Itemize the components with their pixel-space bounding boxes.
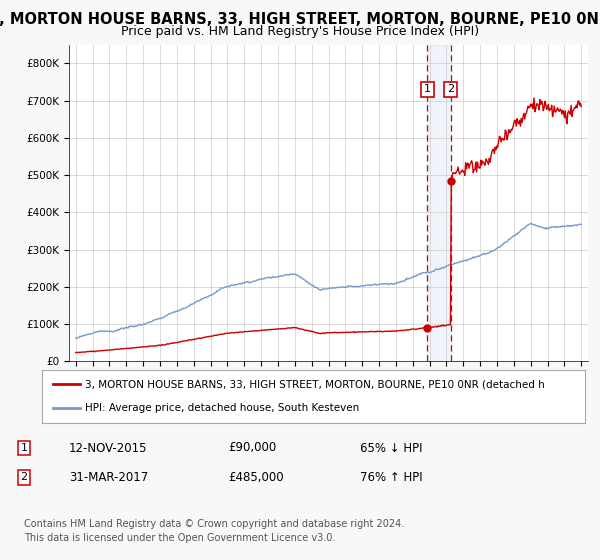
Bar: [427, 45, 451, 361]
Text: This data is licensed under the Open Government Licence v3.0.: This data is licensed under the Open Gov…: [24, 533, 335, 543]
Text: HPI: Average price, detached house, South Kesteven: HPI: Average price, detached house, Sout…: [85, 403, 359, 413]
Text: 2: 2: [447, 85, 454, 95]
Text: 1: 1: [424, 85, 431, 95]
Text: Contains HM Land Registry data © Crown copyright and database right 2024.: Contains HM Land Registry data © Crown c…: [24, 519, 404, 529]
Text: 2: 2: [20, 472, 28, 482]
Text: 12-NOV-2015: 12-NOV-2015: [69, 441, 148, 455]
Text: £90,000: £90,000: [228, 441, 276, 455]
Text: £485,000: £485,000: [228, 470, 284, 484]
Text: 31-MAR-2017: 31-MAR-2017: [69, 470, 148, 484]
Text: 76% ↑ HPI: 76% ↑ HPI: [360, 470, 422, 484]
Text: 3, MORTON HOUSE BARNS, 33, HIGH STREET, MORTON, BOURNE, PE10 0NR (detached h: 3, MORTON HOUSE BARNS, 33, HIGH STREET, …: [85, 380, 545, 390]
Text: 3, MORTON HOUSE BARNS, 33, HIGH STREET, MORTON, BOURNE, PE10 0NR: 3, MORTON HOUSE BARNS, 33, HIGH STREET, …: [0, 12, 600, 27]
Text: Price paid vs. HM Land Registry's House Price Index (HPI): Price paid vs. HM Land Registry's House …: [121, 25, 479, 38]
Text: 1: 1: [20, 443, 28, 453]
Text: 65% ↓ HPI: 65% ↓ HPI: [360, 441, 422, 455]
